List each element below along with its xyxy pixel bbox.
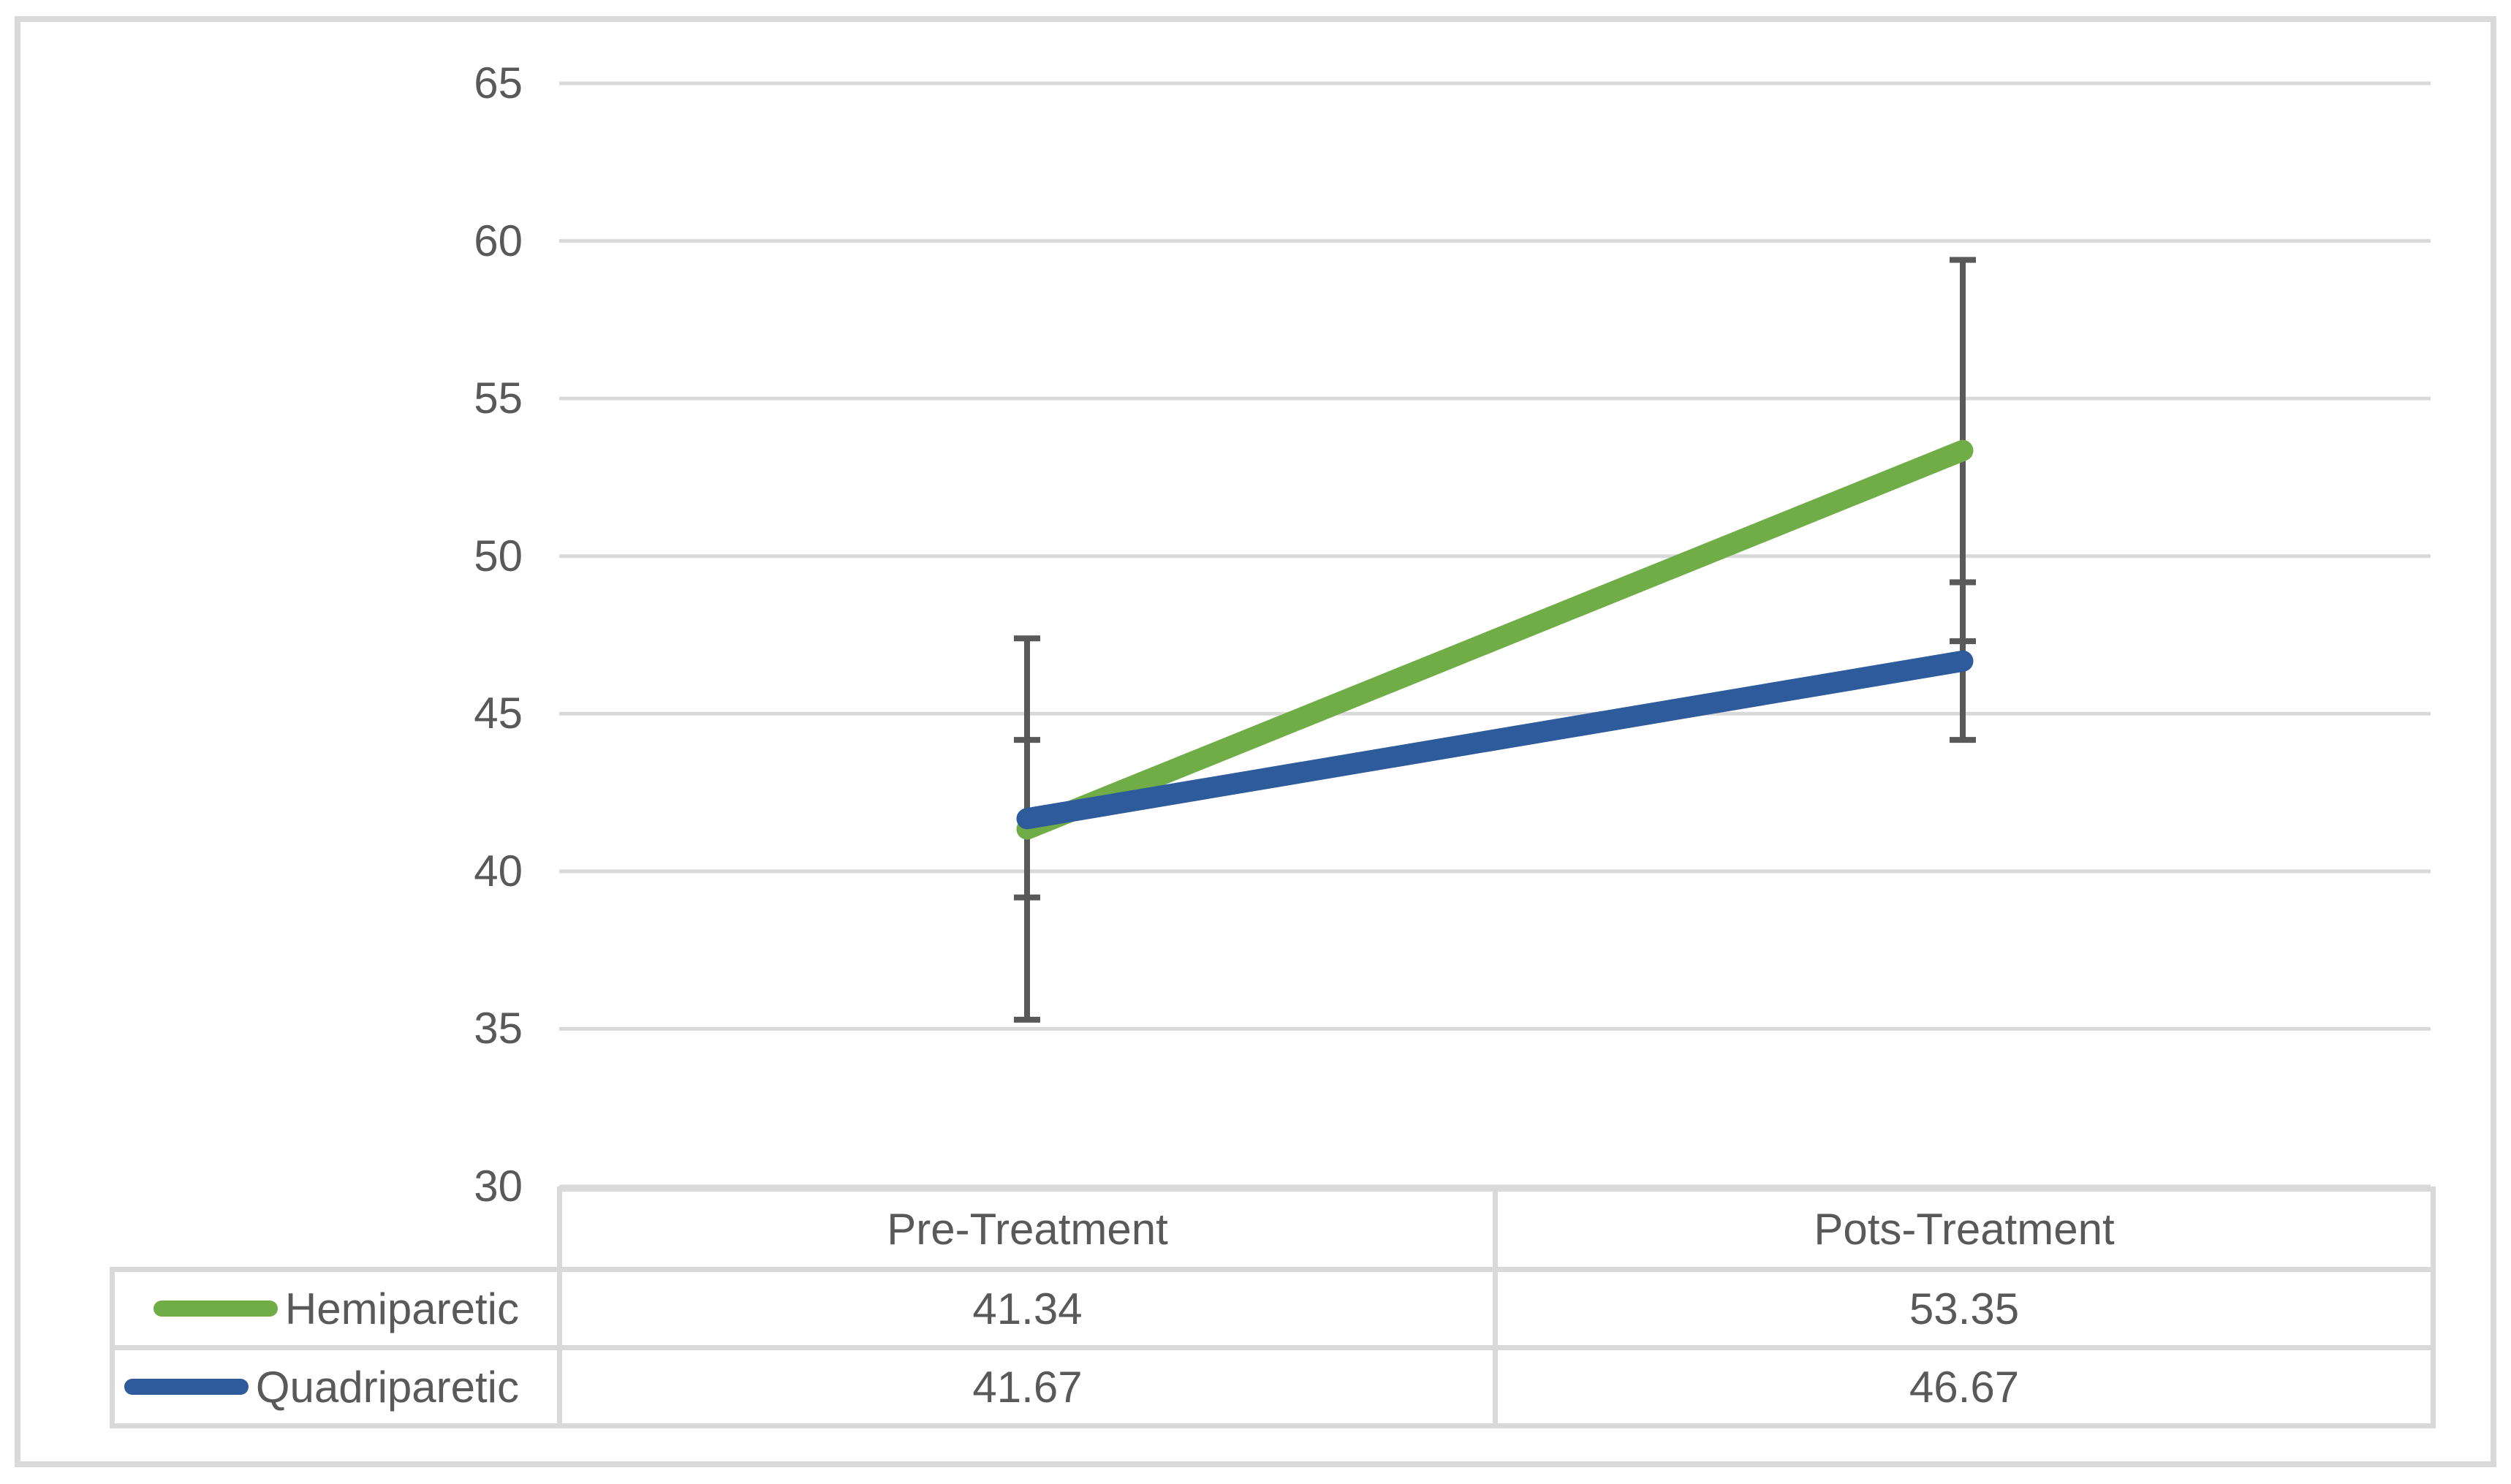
legend-item-hemiparetic: Hemiparetic bbox=[115, 1272, 557, 1345]
y-axis-tick-label: 40 bbox=[474, 846, 523, 896]
legend-item-quadriparetic: Quadriparetic bbox=[115, 1350, 557, 1423]
table-cell-hemiparetic-post: 53.35 bbox=[1909, 1284, 2020, 1333]
series-line-quadriparetic bbox=[1016, 650, 1974, 830]
table-border-line bbox=[1493, 1186, 1498, 1428]
legend-key-quadriparetic bbox=[124, 1379, 249, 1395]
table-border-line bbox=[557, 1186, 562, 1428]
table-border-line bbox=[110, 1267, 2436, 1272]
series-line-hemiparetic bbox=[1016, 439, 1974, 840]
table-header-pots-treatment: Pots-Treatment bbox=[1814, 1205, 2115, 1254]
chart-outer-border bbox=[15, 16, 2496, 1467]
y-axis-tick-label: 30 bbox=[474, 1162, 523, 1211]
y-axis-tick-label: 55 bbox=[474, 374, 523, 423]
y-axis-tick-label: 45 bbox=[474, 689, 523, 738]
table-border-line bbox=[110, 1267, 115, 1428]
table-header-pre-treatment: Pre-Treatment bbox=[887, 1205, 1168, 1254]
legend-key-hemiparetic bbox=[153, 1301, 278, 1317]
table-border-line bbox=[2431, 1186, 2436, 1428]
y-axis-tick-label: 50 bbox=[474, 531, 523, 580]
table-cell-hemiparetic-pre: 41.34 bbox=[972, 1284, 1083, 1333]
legend-label-quadriparetic: Quadriparetic bbox=[255, 1362, 519, 1412]
y-axis-tick-label: 65 bbox=[474, 58, 523, 107]
table-cell-quadriparetic-pre: 41.67 bbox=[972, 1362, 1083, 1412]
table-border-line bbox=[110, 1345, 2436, 1350]
table-cell-quadriparetic-post: 46.67 bbox=[1909, 1362, 2020, 1412]
y-axis-tick-label: 60 bbox=[474, 216, 523, 265]
table-border-line bbox=[110, 1423, 2436, 1428]
legend-label-hemiparetic: Hemiparetic bbox=[284, 1284, 519, 1333]
y-axis-tick-label: 35 bbox=[474, 1004, 523, 1053]
